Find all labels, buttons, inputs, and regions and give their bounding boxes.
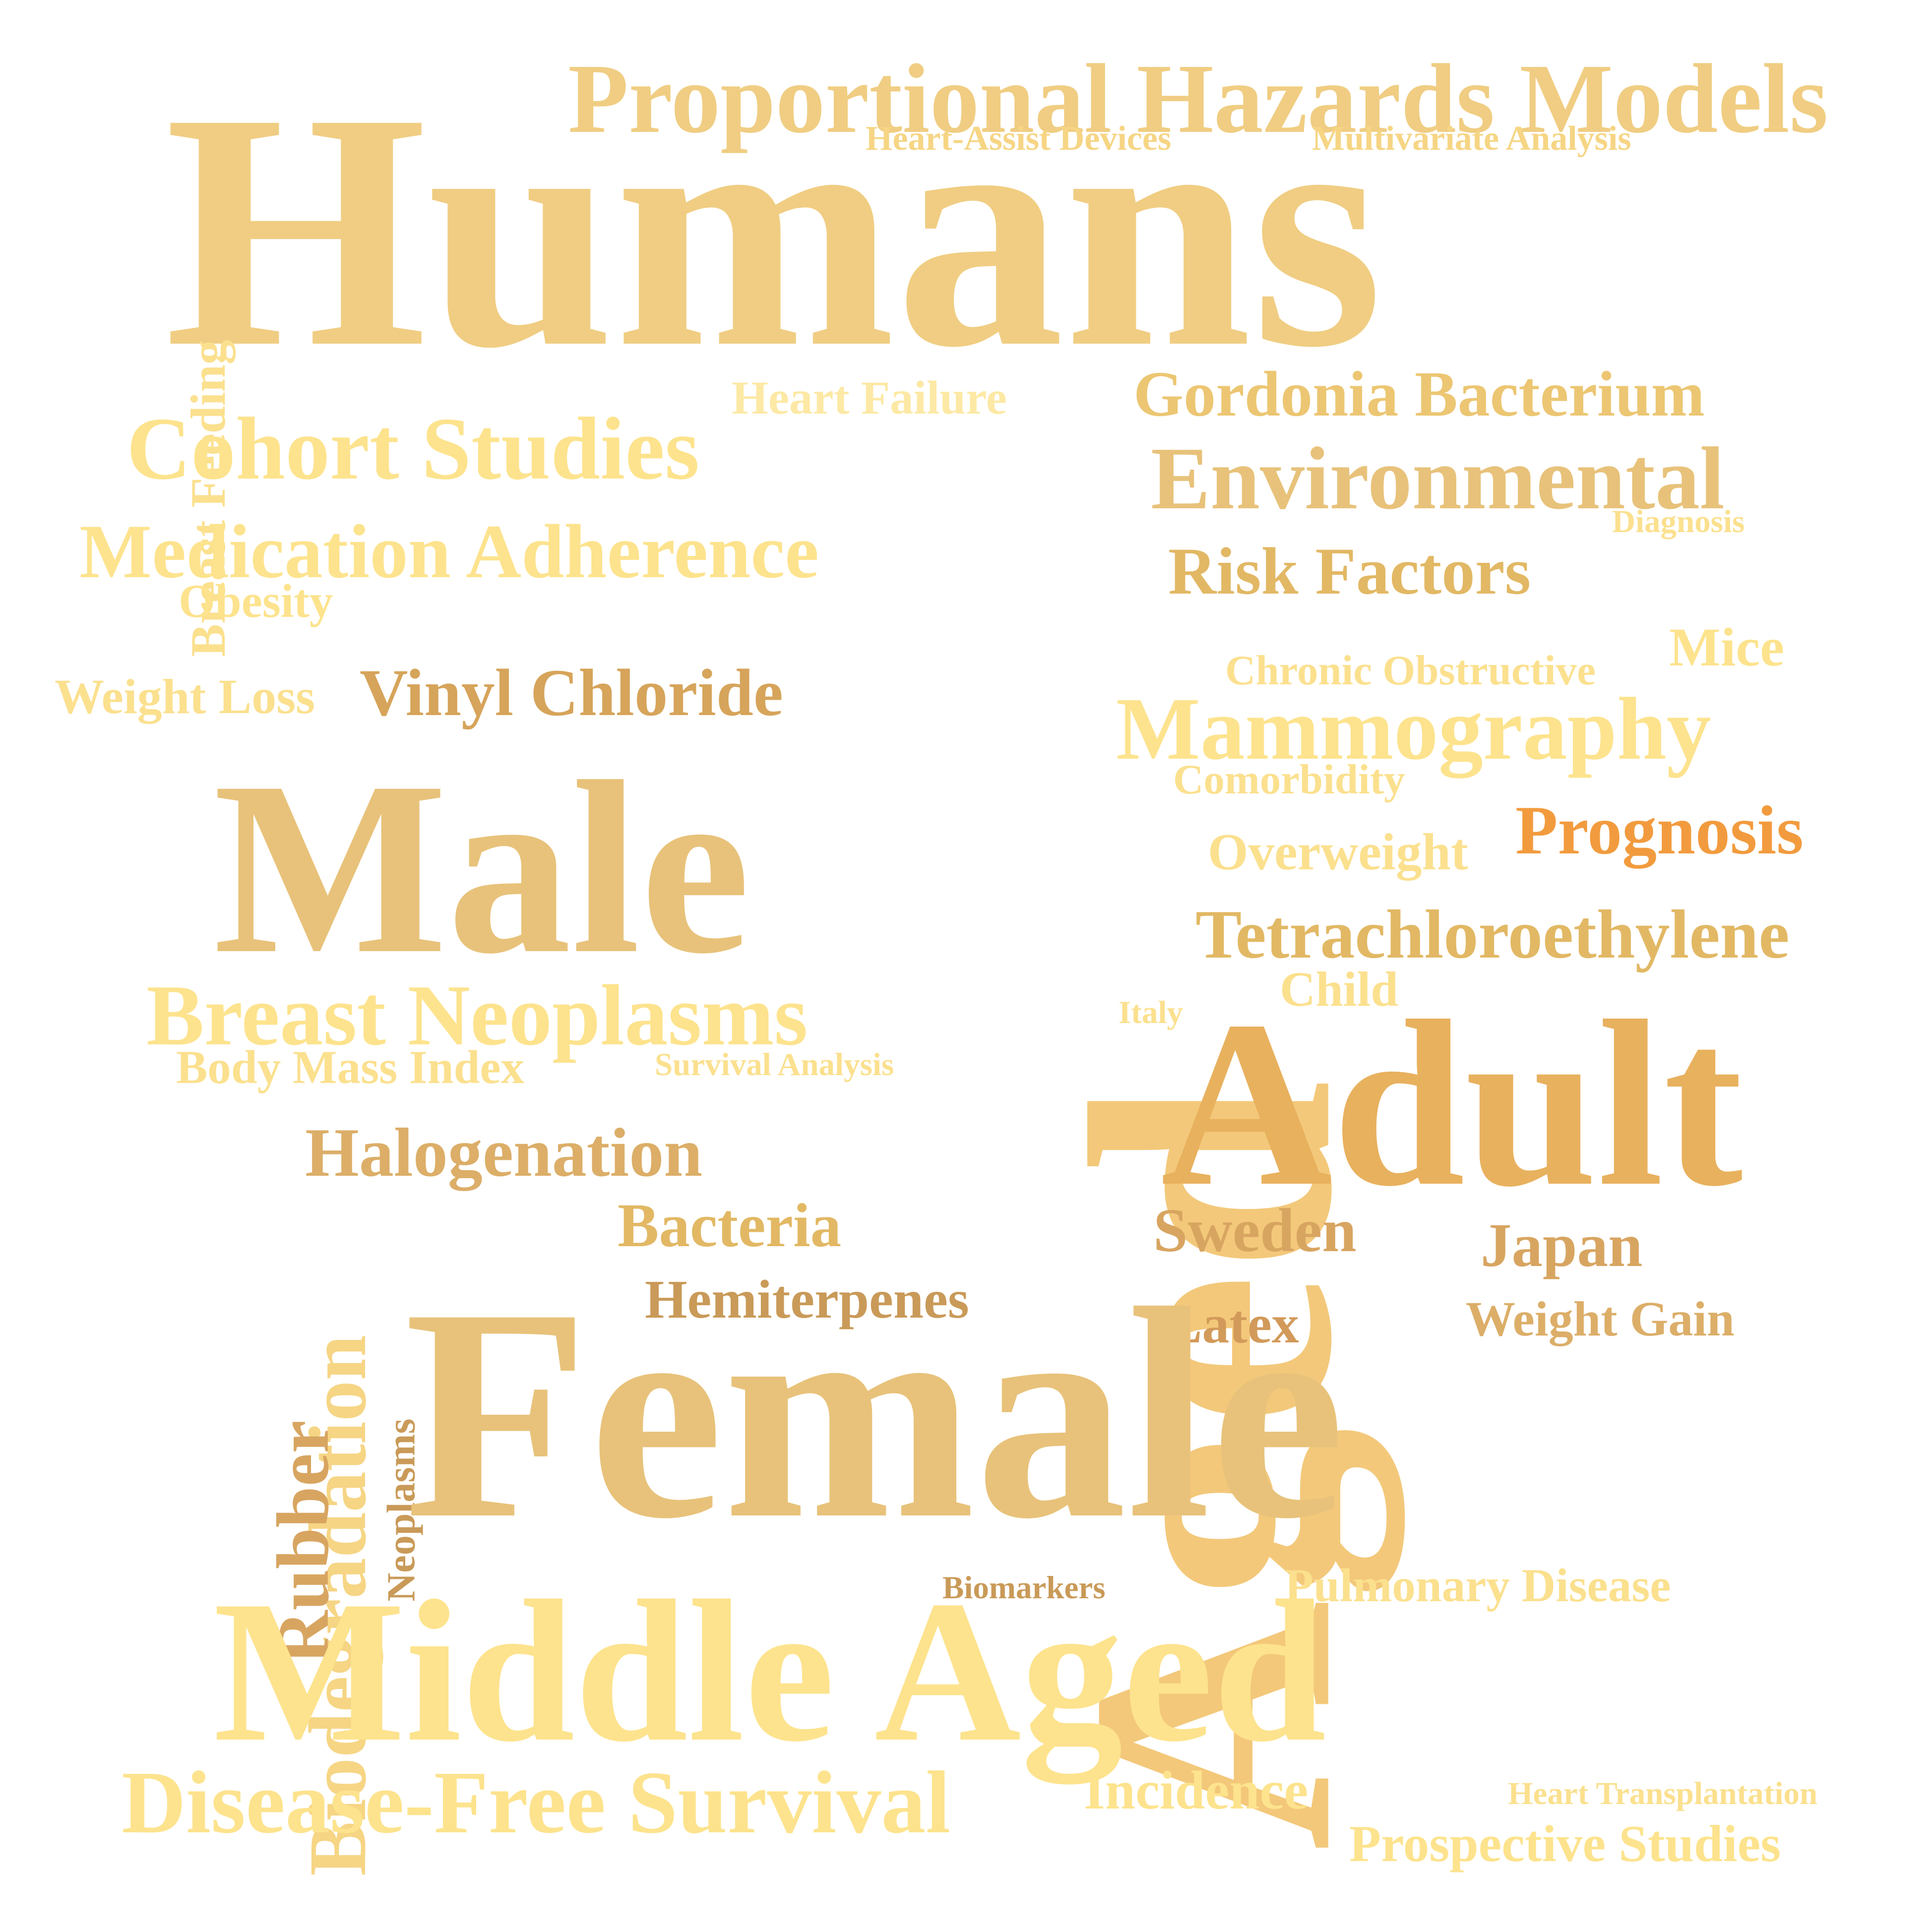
word-mammography: Mammography bbox=[1116, 679, 1711, 778]
word-heart-transplantation: Heart Transplantation bbox=[1508, 1776, 1818, 1811]
word-breast-neoplasms: Breast Neoplasms bbox=[146, 967, 808, 1063]
word-middle-aged: Middle Aged bbox=[213, 1559, 1326, 1784]
word-risk-factors: Risk Factors bbox=[1168, 535, 1531, 608]
word-obesity: Obesity bbox=[179, 575, 333, 627]
word-prognosis: Prognosis bbox=[1515, 792, 1804, 869]
word-survival-analysis: Survival Analysis bbox=[655, 1047, 894, 1083]
word-sweden: Sweden bbox=[1153, 1197, 1357, 1265]
word-child: Child bbox=[1280, 962, 1399, 1017]
word-diagnosis: Diagnosis bbox=[1612, 504, 1745, 540]
word-adult: Adult bbox=[1161, 971, 1743, 1235]
word-japan: Japan bbox=[1481, 1211, 1643, 1280]
word-hemiterpenes: Hemiterpenes bbox=[645, 1269, 969, 1329]
word-weight-loss: Weight Loss bbox=[55, 669, 315, 724]
word-vinyl-chloride: Vinyl Chloride bbox=[360, 656, 783, 730]
word-overweight: Overweight bbox=[1208, 823, 1468, 881]
word-gordonia-bacterium: Gordonia Bacterium bbox=[1133, 359, 1705, 430]
word-male: Male bbox=[213, 730, 750, 1005]
word-biomarkers: Biomarkers bbox=[942, 1570, 1106, 1606]
word-halogenation: Halogenation bbox=[305, 1114, 703, 1191]
word-incidence: Incidence bbox=[1084, 1760, 1309, 1820]
word-italy: Italy bbox=[1119, 995, 1183, 1030]
word-heart-assist-devices: Heart-Assist Devices bbox=[866, 120, 1172, 158]
word-cohort-studies: Cohort Studies bbox=[126, 399, 700, 498]
word-heart-failure: Heart Failure bbox=[732, 371, 1007, 424]
word-environmental: Environmental bbox=[1151, 429, 1725, 528]
word-pulmonary-disease: Pulmonary Disease bbox=[1285, 1559, 1671, 1612]
word-humans: Humans bbox=[165, 44, 1383, 417]
word-weight-gain: Weight Gain bbox=[1466, 1291, 1735, 1346]
word-comorbidity: Comorbidity bbox=[1173, 756, 1405, 803]
word-mice: Mice bbox=[1669, 617, 1785, 677]
word-medication-adherence: Medication Adherence bbox=[79, 509, 819, 594]
word-multivariate-analysis: Multivariate Analysis bbox=[1312, 120, 1631, 158]
word-bacteria: Bacteria bbox=[618, 1192, 842, 1260]
word-chronic-obstructive: Chronic Obstructive bbox=[1225, 647, 1596, 694]
word-latex: Latex bbox=[1166, 1294, 1299, 1354]
word-tetrachloroethylene: Tetrachloroethylene bbox=[1195, 896, 1790, 973]
word-proportional-hazards-models: Proportional Hazards Models bbox=[568, 44, 1828, 154]
word-disease-free-survival: Disease-Free Survival bbox=[122, 1753, 951, 1852]
word-prospective-studies: Prospective Studies bbox=[1349, 1814, 1781, 1872]
word-female: Female bbox=[404, 1246, 1345, 1581]
word-body-mass-index: Body Mass Index bbox=[176, 1041, 525, 1093]
